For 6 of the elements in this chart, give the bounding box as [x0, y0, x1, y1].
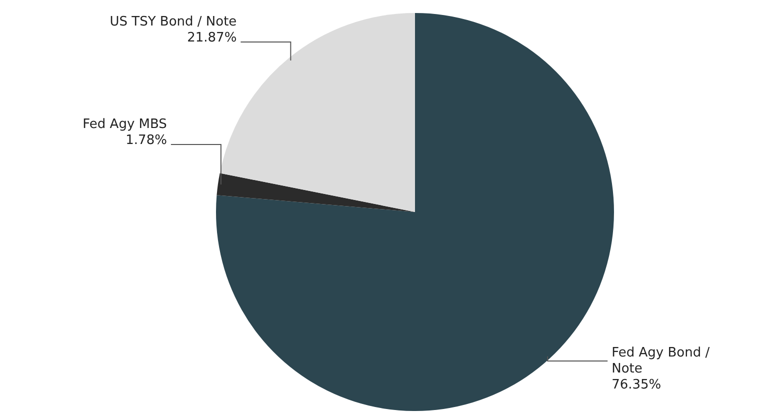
slice-label: Fed Agy MBS: [82, 116, 167, 132]
data-label: 1.78%: [126, 132, 167, 148]
data-label: 21.87%: [187, 30, 237, 46]
data-label: 76.35%: [612, 377, 662, 392]
slice-label: US TSY Bond / Note: [110, 14, 237, 30]
slice-label: Fed Agy Bond / Note: [612, 345, 710, 376]
